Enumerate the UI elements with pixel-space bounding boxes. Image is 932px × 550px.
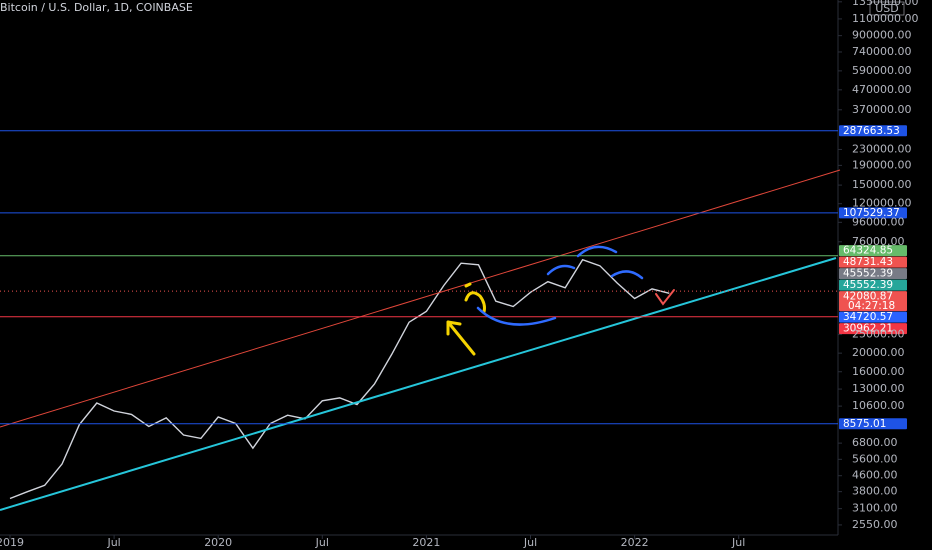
price-label: 8575.01 xyxy=(843,418,886,430)
price-series xyxy=(9,258,670,500)
price-label: 287663.53 xyxy=(843,125,900,137)
y-tick-label: 120000.00 xyxy=(852,197,912,210)
x-tick-label: Jul xyxy=(315,536,329,549)
price-label: 107529.37 xyxy=(843,207,900,219)
plot xyxy=(9,258,670,500)
arrow-annotation xyxy=(464,291,486,314)
y-tick-label: 96000.00 xyxy=(852,215,905,228)
y-tick-label: 470000.00 xyxy=(852,83,912,96)
x-tick-label: Jul xyxy=(523,536,537,549)
x-tick-label: 2022 xyxy=(621,536,649,549)
price-label-box xyxy=(839,279,907,291)
price-label-box xyxy=(839,125,907,137)
price-label: 34720.57 xyxy=(843,311,893,323)
y-tick-label: 590000.00 xyxy=(852,64,912,77)
price-label-box xyxy=(839,323,907,335)
arrow-annotation xyxy=(464,282,472,288)
y-tick-label: 150000.00 xyxy=(852,178,912,191)
price-label: 42080.87 xyxy=(843,291,893,303)
y-tick-label: 1100000.00 xyxy=(852,12,918,25)
x-tick-label: Jul xyxy=(106,536,120,549)
check-annotation xyxy=(655,289,675,306)
arc-annotation xyxy=(546,264,576,276)
price-label: 64324.85 xyxy=(843,245,893,257)
x-tick-label: 2020 xyxy=(204,536,232,549)
price-label-box xyxy=(839,418,907,430)
y-tick-label: 6800.00 xyxy=(852,436,898,449)
x-tick-label: 2021 xyxy=(412,536,440,549)
y-tick-label: 25000.00 xyxy=(852,328,905,341)
price-label-box xyxy=(839,245,907,257)
x-tick-label: Jul xyxy=(731,536,745,549)
price-label-box xyxy=(839,256,907,268)
y-tick-label: 16000.00 xyxy=(852,365,905,378)
x-tick-label: 2019 xyxy=(0,536,24,549)
price-label-box xyxy=(839,291,907,312)
price-label: 48731.43 xyxy=(843,256,893,268)
y-tick-label: 2550.00 xyxy=(852,518,898,531)
chart-title: Bitcoin / U.S. Dollar, 1D, COINBASE xyxy=(0,1,193,14)
currency-box xyxy=(869,1,905,16)
y-tick-label: 5600.00 xyxy=(852,452,898,465)
arc-annotation xyxy=(576,245,618,258)
y-tick-label: 740000.00 xyxy=(852,45,912,58)
arrow-annotation xyxy=(446,320,476,356)
currency: USD xyxy=(875,2,899,15)
trend-line xyxy=(0,257,837,511)
y-tick-label: 20000.00 xyxy=(852,346,905,359)
y-tick-label: 900000.00 xyxy=(852,29,912,42)
y-tick-label: 1350000.00 xyxy=(852,0,918,8)
y-tick-label: 13000.00 xyxy=(852,382,905,395)
y-tick-label: 190000.00 xyxy=(852,158,912,171)
y-tick-label: 4600.00 xyxy=(852,469,898,482)
arc-annotation xyxy=(610,270,644,280)
price-label-box xyxy=(839,207,907,219)
price-label: 45552.39 xyxy=(843,268,893,280)
price-label-box xyxy=(839,268,907,280)
arc-annotation xyxy=(476,306,557,326)
y-tick-label: 3100.00 xyxy=(852,502,898,515)
price-label-box xyxy=(839,311,907,323)
y-tick-label: 3800.00 xyxy=(852,485,898,498)
annotations xyxy=(446,245,675,356)
price-label: 45552.39 xyxy=(843,279,893,291)
y-tick-label: 370000.00 xyxy=(852,103,912,116)
y-tick-label: 76000.00 xyxy=(852,235,905,248)
price-label: 30962.21 xyxy=(843,323,893,335)
y-tick-label: 10600.00 xyxy=(852,399,905,412)
y-tick-label: 230000.00 xyxy=(852,142,912,155)
countdown: 04:27:18 xyxy=(848,300,895,312)
price-line: 287663.53107529.3764324.8548731.4345552.… xyxy=(0,125,907,430)
